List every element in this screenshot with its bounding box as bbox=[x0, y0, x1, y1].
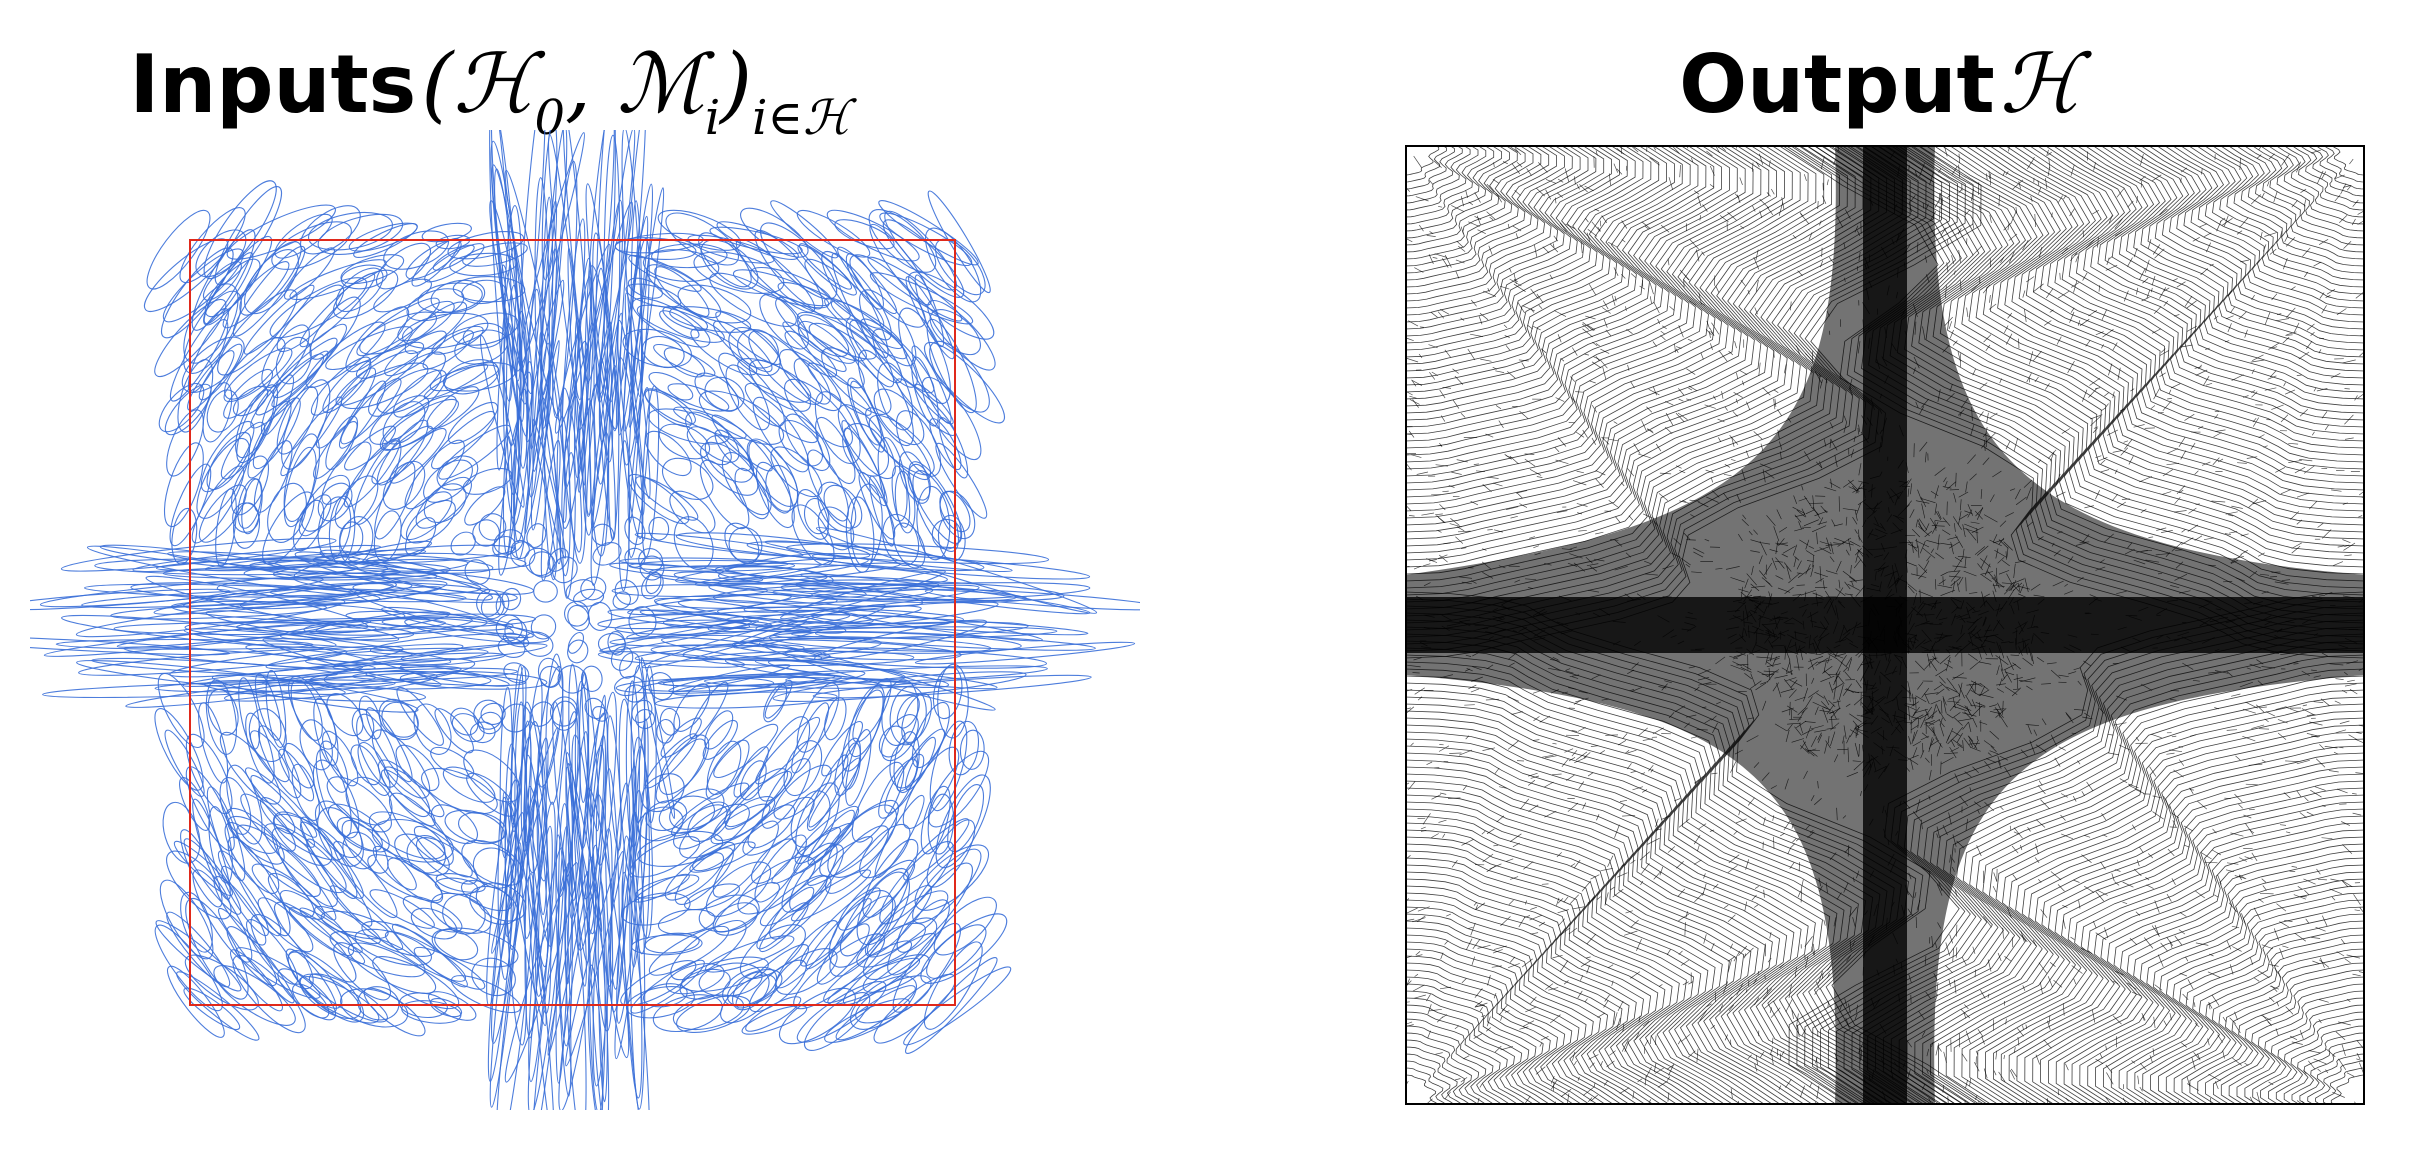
mesh-frame bbox=[1405, 145, 2365, 1105]
title-symbol-m: ℳ bbox=[617, 37, 705, 132]
inputs-title-word: Inputs bbox=[129, 38, 417, 131]
metric-ellipses bbox=[30, 130, 1140, 1110]
output-title-word: Output bbox=[1679, 38, 1995, 131]
domain-boundary bbox=[189, 239, 956, 1006]
title-comma: , bbox=[564, 37, 618, 132]
output-title: Output ℋ bbox=[1400, 30, 2360, 140]
output-title-symbol-h: ℋ bbox=[1999, 37, 2081, 132]
output-mesh-plot bbox=[1405, 145, 2365, 1105]
title-paren-open: ( bbox=[421, 37, 454, 132]
title-paren-close: ) bbox=[720, 37, 753, 132]
metric-ellipses-plot bbox=[30, 130, 1140, 1110]
inputs-title: Inputs (ℋ0, ℳi)i∈ℋ bbox=[0, 30, 980, 146]
anisotropic-mesh bbox=[1405, 145, 2365, 1105]
title-symbol-h: ℋ bbox=[453, 37, 535, 132]
title-subscript-i: i bbox=[704, 90, 721, 146]
title-index-set: i∈ℋ bbox=[752, 90, 851, 146]
